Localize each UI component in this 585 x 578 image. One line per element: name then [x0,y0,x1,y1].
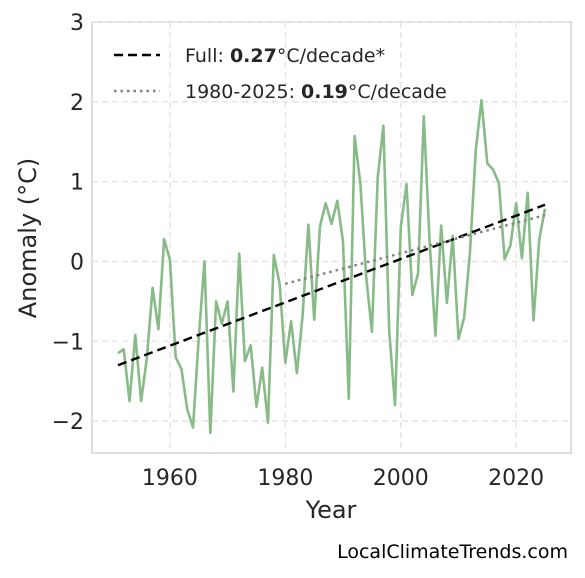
legend-recent-unit: °C/decade [348,81,447,103]
y-axis-label: Anomaly (°C) [14,158,42,318]
anomaly-line [117,98,547,435]
series-lines [117,98,547,435]
legend-full-prefix: Full: [185,45,230,67]
plot-area [91,21,572,454]
legend-recent-rate: 0.19 [301,81,348,103]
legend-entry-recent: 1980-2025: 0.19°C/decade [185,81,447,103]
legend-full-unit: °C/decade* [277,45,385,67]
legend-entry-full: Full: 0.27°C/decade* [185,45,385,67]
x-tick-label: 1980 [257,466,313,491]
x-tick-label: 1960 [142,466,198,491]
y-tick-label: −2 [52,410,84,435]
legend-recent-prefix: 1980-2025: [185,81,301,103]
x-axis-ticks: 1960 1980 2000 2020 [142,466,544,491]
source-watermark: LocalClimateTrends.com [337,541,568,563]
x-tick-label: 2020 [488,466,544,491]
y-tick-label: 2 [70,91,84,116]
y-axis-ticks: −2 −1 0 1 2 3 [52,11,84,435]
y-tick-label: −1 [52,330,84,355]
y-tick-label: 1 [70,171,84,196]
x-tick-label: 2000 [373,466,429,491]
y-tick-label: 3 [70,11,84,36]
legend: Full: 0.27°C/decade* 1980-2025: 0.19°C/d… [114,45,447,103]
full-trend-line [117,203,546,367]
x-axis-label: Year [305,496,357,524]
legend-full-rate: 0.27 [230,45,277,67]
y-tick-label: 0 [70,250,84,275]
